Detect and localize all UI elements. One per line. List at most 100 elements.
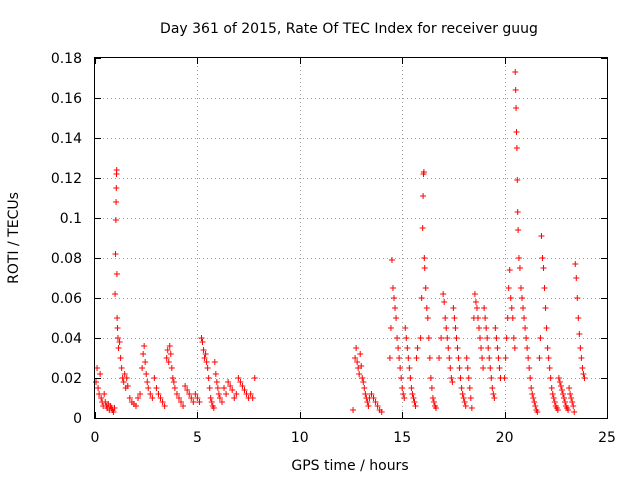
data-point xyxy=(94,365,101,371)
data-point xyxy=(502,355,509,361)
y-tick-label: 0 xyxy=(73,411,82,427)
data-point xyxy=(541,285,548,291)
y-tick-label: 0.12 xyxy=(51,171,82,187)
data-point xyxy=(420,193,427,199)
data-point xyxy=(477,335,484,341)
data-point xyxy=(544,345,551,351)
data-point xyxy=(549,391,556,397)
data-point xyxy=(365,403,372,409)
data-point xyxy=(520,305,527,311)
data-point xyxy=(547,375,554,381)
data-point xyxy=(503,335,510,341)
data-point xyxy=(512,69,519,75)
data-point xyxy=(559,391,566,397)
data-point xyxy=(490,391,497,397)
data-point xyxy=(558,387,565,393)
data-point xyxy=(114,315,121,321)
data-point xyxy=(438,335,445,341)
data-point xyxy=(251,375,258,381)
data-point xyxy=(168,365,175,371)
data-point xyxy=(227,383,234,389)
data-point xyxy=(537,335,544,341)
data-point xyxy=(451,315,458,321)
data-point xyxy=(539,255,546,261)
data-point xyxy=(576,331,583,337)
data-point xyxy=(419,225,426,231)
data-point xyxy=(455,355,462,361)
data-point xyxy=(529,391,536,397)
data-point xyxy=(194,395,201,401)
data-point xyxy=(573,275,580,281)
data-point xyxy=(237,379,244,385)
data-point xyxy=(436,355,443,361)
data-point xyxy=(135,395,142,401)
data-point xyxy=(199,339,206,345)
data-point xyxy=(166,343,173,349)
data-point xyxy=(126,395,133,401)
data-point xyxy=(542,305,549,311)
y-tick-labels: 0 0.02 0.04 0.06 0.08 0.1 0.12 0.14 0.16 0.18 xyxy=(51,51,82,427)
data-point xyxy=(482,315,489,321)
data-point xyxy=(468,405,475,411)
data-point xyxy=(484,335,491,341)
data-point xyxy=(394,335,401,341)
data-point xyxy=(205,375,212,381)
data-point xyxy=(513,105,520,111)
data-point xyxy=(153,385,160,391)
data-point xyxy=(428,385,435,391)
data-point xyxy=(441,299,448,305)
data-point xyxy=(534,409,541,415)
data-point xyxy=(102,399,109,405)
data-point xyxy=(462,403,469,409)
data-point xyxy=(200,347,207,353)
data-point xyxy=(519,295,526,301)
data-point xyxy=(407,375,414,381)
data-point xyxy=(560,395,567,401)
data-point xyxy=(481,305,488,311)
data-point xyxy=(476,325,482,331)
data-point xyxy=(112,217,119,223)
data-point xyxy=(398,375,405,381)
data-point xyxy=(173,391,180,397)
data-point xyxy=(530,395,537,401)
data-point xyxy=(120,379,127,385)
data-point xyxy=(467,395,474,401)
data-point xyxy=(448,375,455,381)
data-point xyxy=(580,371,587,377)
data-point xyxy=(188,395,195,401)
data-point xyxy=(218,399,225,405)
data-point xyxy=(387,325,394,331)
data-point xyxy=(247,391,254,397)
data-point xyxy=(399,385,406,391)
data-point xyxy=(386,355,393,361)
data-point xyxy=(113,167,120,173)
data-points xyxy=(93,69,588,415)
data-point xyxy=(214,385,221,391)
data-point xyxy=(97,371,104,377)
plot-frame xyxy=(94,57,608,419)
data-point xyxy=(145,385,152,391)
data-point xyxy=(446,355,453,361)
data-point xyxy=(412,403,419,409)
data-point xyxy=(114,335,121,341)
data-point xyxy=(459,391,466,397)
data-point xyxy=(472,299,479,305)
data-point xyxy=(522,325,529,331)
data-point xyxy=(511,345,518,351)
data-point xyxy=(393,315,400,321)
data-point xyxy=(418,295,425,301)
data-point xyxy=(463,355,470,361)
data-point xyxy=(485,345,492,351)
data-point xyxy=(486,355,493,361)
data-point xyxy=(368,391,375,397)
y-tick-label: 0.16 xyxy=(51,91,82,107)
data-point xyxy=(569,399,576,405)
data-point xyxy=(210,405,217,411)
x-tick-label: 15 xyxy=(393,430,411,446)
data-point xyxy=(359,375,366,381)
data-point xyxy=(504,315,511,321)
data-point xyxy=(212,371,219,377)
data-point xyxy=(400,391,407,397)
data-point xyxy=(551,399,558,405)
data-point xyxy=(562,399,569,405)
